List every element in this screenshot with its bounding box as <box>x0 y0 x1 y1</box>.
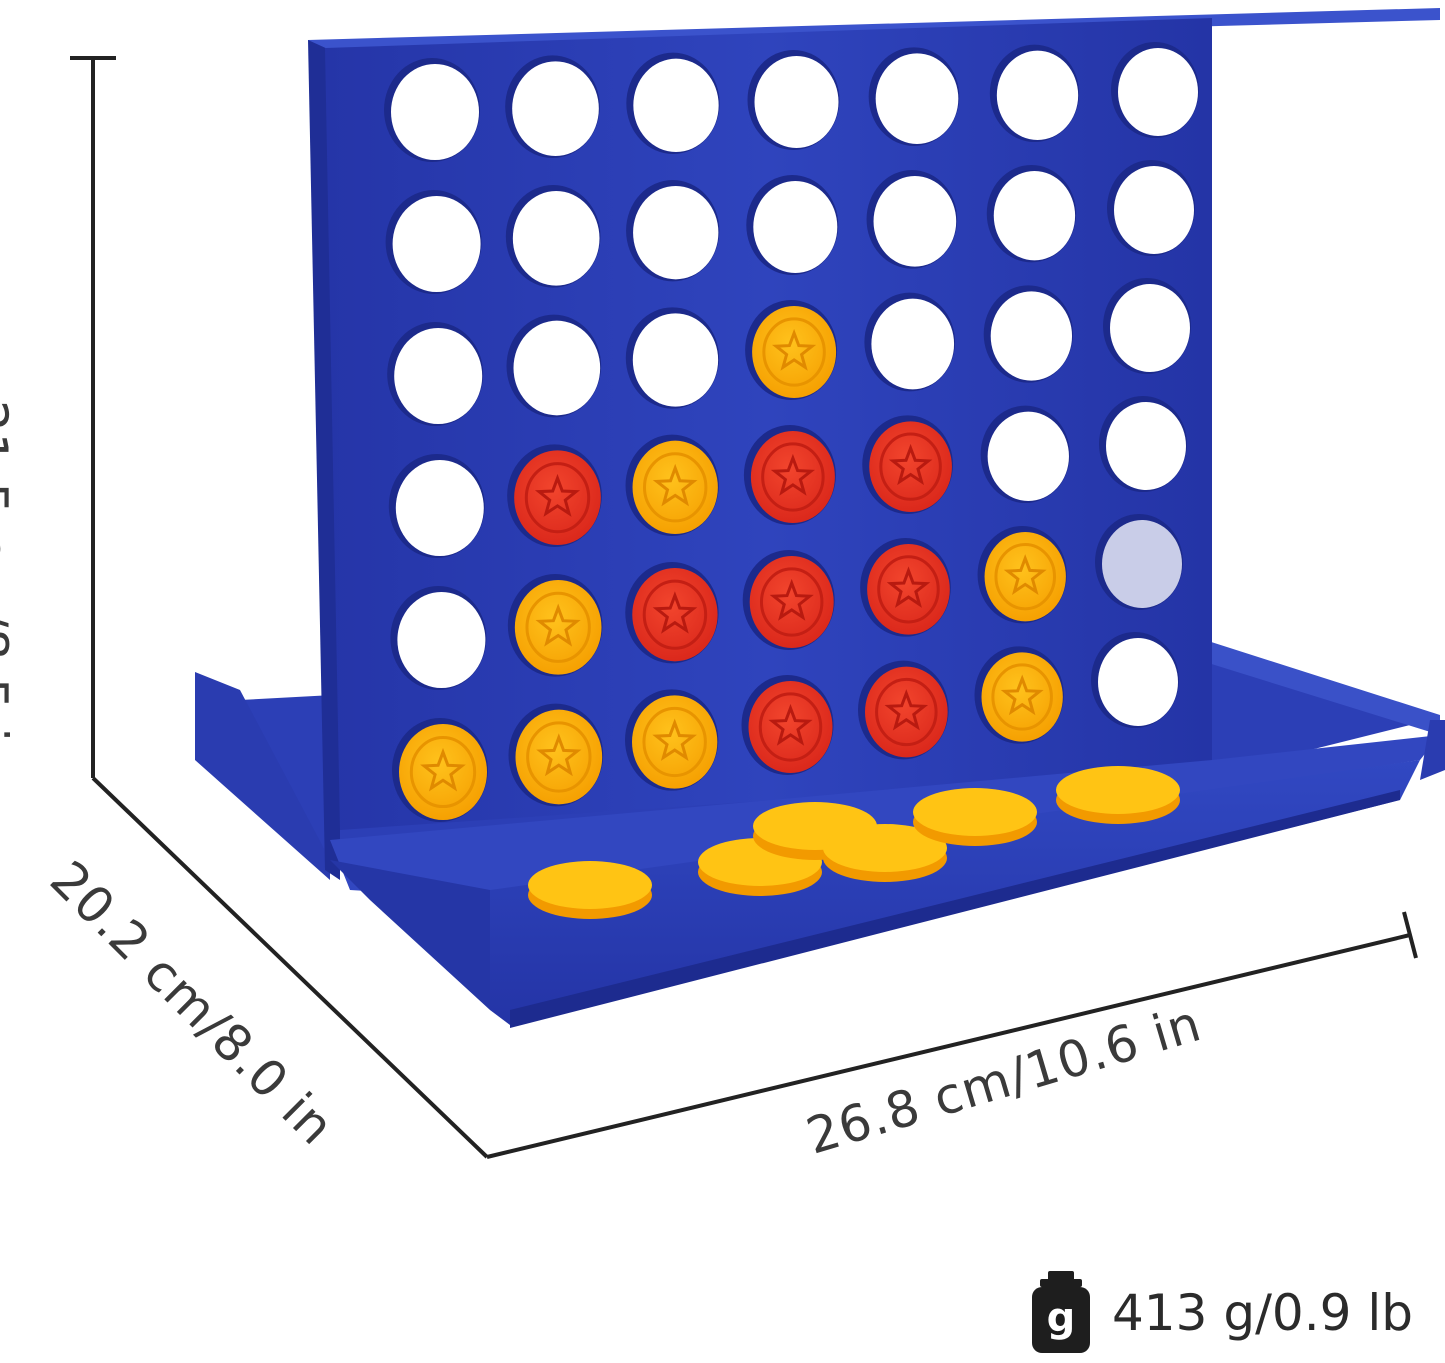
disc-ring <box>879 432 942 501</box>
board-hole-empty <box>391 64 479 160</box>
height-dimension-label: 21.5 cm/8.5 in <box>0 400 18 776</box>
board-hole-empty <box>633 186 719 280</box>
disc-star-icon <box>772 328 817 371</box>
disc-star-icon <box>1000 674 1044 716</box>
board-hole-empty <box>1102 520 1182 608</box>
disc-star-icon <box>886 566 931 608</box>
board-hole-empty <box>512 61 599 157</box>
board-hole-empty <box>1098 638 1178 726</box>
board-cells <box>384 42 1199 822</box>
loose-yellow-disc <box>1056 766 1180 814</box>
tray-right-wall <box>1420 720 1445 780</box>
board-hole-empty <box>1118 48 1198 136</box>
board-hole-empty <box>1110 284 1190 372</box>
board-hole-empty <box>633 58 719 152</box>
board-hole-empty <box>993 171 1076 261</box>
disc-ring <box>642 706 707 778</box>
disc-ring <box>642 579 708 650</box>
tray-back-rim <box>1205 640 1440 735</box>
tray-left-front <box>330 860 490 1010</box>
disc-ring <box>758 692 823 762</box>
disc-ring <box>994 543 1057 611</box>
disc-star-icon <box>536 733 582 777</box>
game-board <box>308 8 1440 880</box>
board-hole-empty <box>875 53 959 145</box>
disc-ring <box>761 442 825 512</box>
disc-ring <box>524 462 591 534</box>
board-hole-empty <box>397 592 486 688</box>
disc-ring <box>642 452 708 523</box>
board-hole-empty <box>512 191 600 286</box>
board-hole-empty <box>394 328 483 424</box>
disc-star-icon <box>768 703 813 746</box>
board-hole-empty <box>987 411 1069 502</box>
disc-star-icon <box>420 747 466 792</box>
disc-ring <box>409 735 477 809</box>
disc-ring <box>762 317 826 387</box>
weight-icon-glyph: g <box>1046 1295 1076 1341</box>
disc-star-icon <box>535 603 581 647</box>
disc-ring <box>759 567 824 637</box>
board-hole-empty <box>753 181 838 273</box>
board-hole-empty <box>1106 402 1186 490</box>
dimension-lines <box>70 56 1418 1159</box>
loose-discs <box>528 766 1180 919</box>
disc-ring <box>991 663 1053 731</box>
width-tick-right <box>1402 911 1418 959</box>
board-hole-empty <box>632 313 719 407</box>
disc-ring <box>526 721 592 793</box>
disc-star-icon <box>652 718 697 761</box>
weight-info: g 413 g/0.9 lb <box>1030 1268 1413 1358</box>
board-hole-empty <box>754 56 839 148</box>
disc-star-icon <box>884 689 929 731</box>
tray-front-bottom <box>510 790 1400 1028</box>
board-hole-empty <box>513 320 601 416</box>
loose-yellow-disc <box>913 788 1037 836</box>
loose-yellow-disc <box>823 824 947 872</box>
board-hole-empty <box>996 50 1079 140</box>
weight-value: 413 g/0.9 lb <box>1112 1284 1413 1342</box>
disc-ring <box>875 677 938 747</box>
board-hole-empty <box>990 291 1073 381</box>
board-hole-empty <box>392 196 481 292</box>
disc-star-icon <box>888 443 933 486</box>
disc-star-icon <box>534 473 581 517</box>
tray-left-wall <box>195 672 330 880</box>
disc-star-icon <box>652 591 698 634</box>
loose-yellow-disc <box>528 861 652 909</box>
disc-star-icon <box>652 463 698 507</box>
width-line <box>486 933 1411 1159</box>
board-hole-empty <box>1114 166 1194 254</box>
disc-ring <box>877 555 940 624</box>
depth-line <box>91 776 489 1159</box>
disc-star-icon <box>770 453 815 496</box>
board-hole-empty <box>395 460 484 556</box>
board-hole-empty <box>873 176 957 267</box>
weight-icon: g <box>1030 1271 1092 1355</box>
disc-star-icon <box>769 578 814 621</box>
board-hole-empty <box>871 298 955 390</box>
disc-ring <box>525 591 591 663</box>
disc-star-icon <box>1003 554 1047 595</box>
